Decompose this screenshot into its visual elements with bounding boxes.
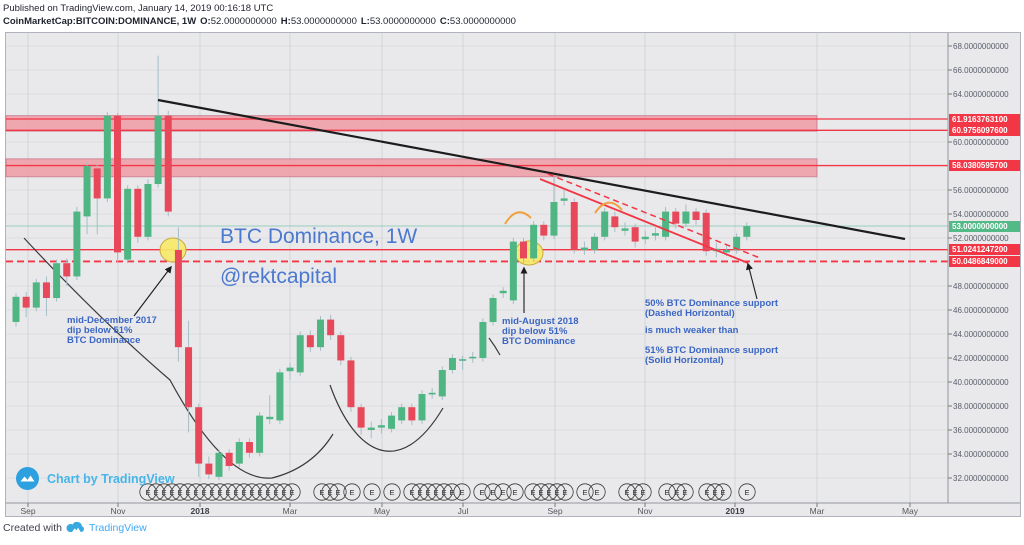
time-tick-label: Mar [282, 506, 298, 516]
footer-prefix: Created with [3, 521, 62, 534]
time-tick-label: Sep [20, 506, 36, 516]
tradingview-cloud-icon [66, 521, 84, 533]
price-tick-label: 54.0000000000 [953, 209, 1009, 219]
time-tick-label: Sep [547, 506, 563, 516]
price-tick-label: 38.0000000000 [953, 401, 1009, 411]
symbol-label: CoinMarketCap:BITCOIN:DOMINANCE, 1W [3, 16, 197, 27]
note-line: (Dashed Horizontal) [645, 307, 735, 319]
level-price-label: 60.9756097600 [949, 124, 1020, 136]
ohlc-value: 52.0000000000 [210, 16, 277, 27]
ohlc-value: 53.0000000000 [290, 16, 357, 27]
time-tick-label: Nov [637, 506, 653, 516]
note-weaker-than: is much weaker than [645, 325, 739, 336]
price-tick-label: 60.0000000000 [953, 137, 1009, 147]
price-tick-label: 40.0000000000 [953, 377, 1009, 387]
footer-brand-link[interactable]: TradingView [88, 521, 147, 534]
ohlc-values: O:52.0000000000 H:53.0000000000 L:53.00000… [196, 16, 516, 27]
level-price-label: 51.0241247200 [949, 244, 1020, 256]
note-line: dip below 51% [67, 324, 133, 336]
note-line: 50% BTC Dominance support [645, 298, 779, 309]
note-line: mid-August 2018 [502, 316, 579, 327]
price-tick-label: 68.0000000000 [953, 41, 1009, 51]
chart-area[interactable] [5, 32, 1021, 517]
chart-title-annotation: BTC Dominance, 1W [220, 225, 418, 248]
price-tick-label: 42.0000000000 [953, 353, 1009, 363]
time-tick-label: May [901, 506, 919, 516]
time-tick-label: Nov [110, 506, 126, 516]
price-tick-label: 48.0000000000 [953, 281, 1009, 291]
level-price-label: 61.9163763100 [949, 113, 1020, 125]
ohlc-value: 53.0000000000 [369, 16, 436, 27]
time-tick-label: May [373, 506, 391, 516]
ohlc-key: L: [360, 16, 370, 27]
watermark-label: Chart by TradingView [47, 471, 175, 486]
price-tick-label: 44.0000000000 [953, 329, 1009, 339]
ohlc-value: 53.0000000000 [449, 16, 516, 27]
price-tick-label: 52.0000000000 [953, 233, 1009, 243]
price-tick-label: 66.0000000000 [953, 65, 1009, 75]
note-line: BTC Dominance [67, 334, 141, 346]
tradingview-logo-icon [16, 467, 39, 490]
time-tick-label: 2019 [725, 506, 745, 516]
price-tick-label: 34.0000000000 [953, 449, 1009, 459]
time-tick-label: Jul [457, 506, 469, 516]
tradingview-watermark[interactable]: Chart by TradingView [16, 467, 175, 490]
price-tick-label: 36.0000000000 [953, 425, 1009, 435]
price-tick-label: 46.0000000000 [953, 305, 1009, 315]
price-tick-label: 64.0000000000 [953, 89, 1009, 99]
note-mid-august-dip: mid-August 2018 dip below 51% BTC Domina… [502, 317, 579, 346]
note-line: mid-December 2017 [67, 315, 157, 326]
note-line: dip below 51% [502, 325, 568, 337]
note-line: BTC Dominance [502, 335, 576, 347]
ohlc-key: O: [200, 16, 211, 27]
ohlc-key: C: [439, 16, 450, 27]
time-tick-label: Mar [809, 506, 825, 516]
current-price-label: 53.0000000000 [949, 220, 1020, 232]
price-tick-label: 56.0000000000 [953, 185, 1009, 195]
time-tick-label: 2018 [190, 506, 210, 516]
level-price-label: 58.0380595700 [949, 160, 1020, 172]
note-line: 51% BTC Dominance support [645, 345, 779, 356]
author-handle: @rektcapital [220, 265, 338, 288]
note-51pct-support: 51% BTC Dominance support (Solid Horizon… [645, 346, 778, 366]
footer-credit: Created with TradingView [3, 521, 147, 534]
price-tick-label: 32.0000000000 [953, 473, 1009, 483]
published-line: Published on TradingView.com, January 14… [3, 3, 274, 14]
note-mid-december-dip: mid-December 2017 dip below 51% BTC Domi… [67, 316, 157, 345]
level-price-label: 50.0486849000 [949, 255, 1020, 267]
note-line: (Solid Horizontal) [645, 354, 724, 366]
ohlc-key: H: [280, 16, 291, 27]
note-50pct-support: 50% BTC Dominance support (Dashed Horizo… [645, 299, 778, 319]
symbol-ohlc-line: CoinMarketCap:BITCOIN:DOMINANCE, 1W O:52.… [3, 16, 516, 27]
